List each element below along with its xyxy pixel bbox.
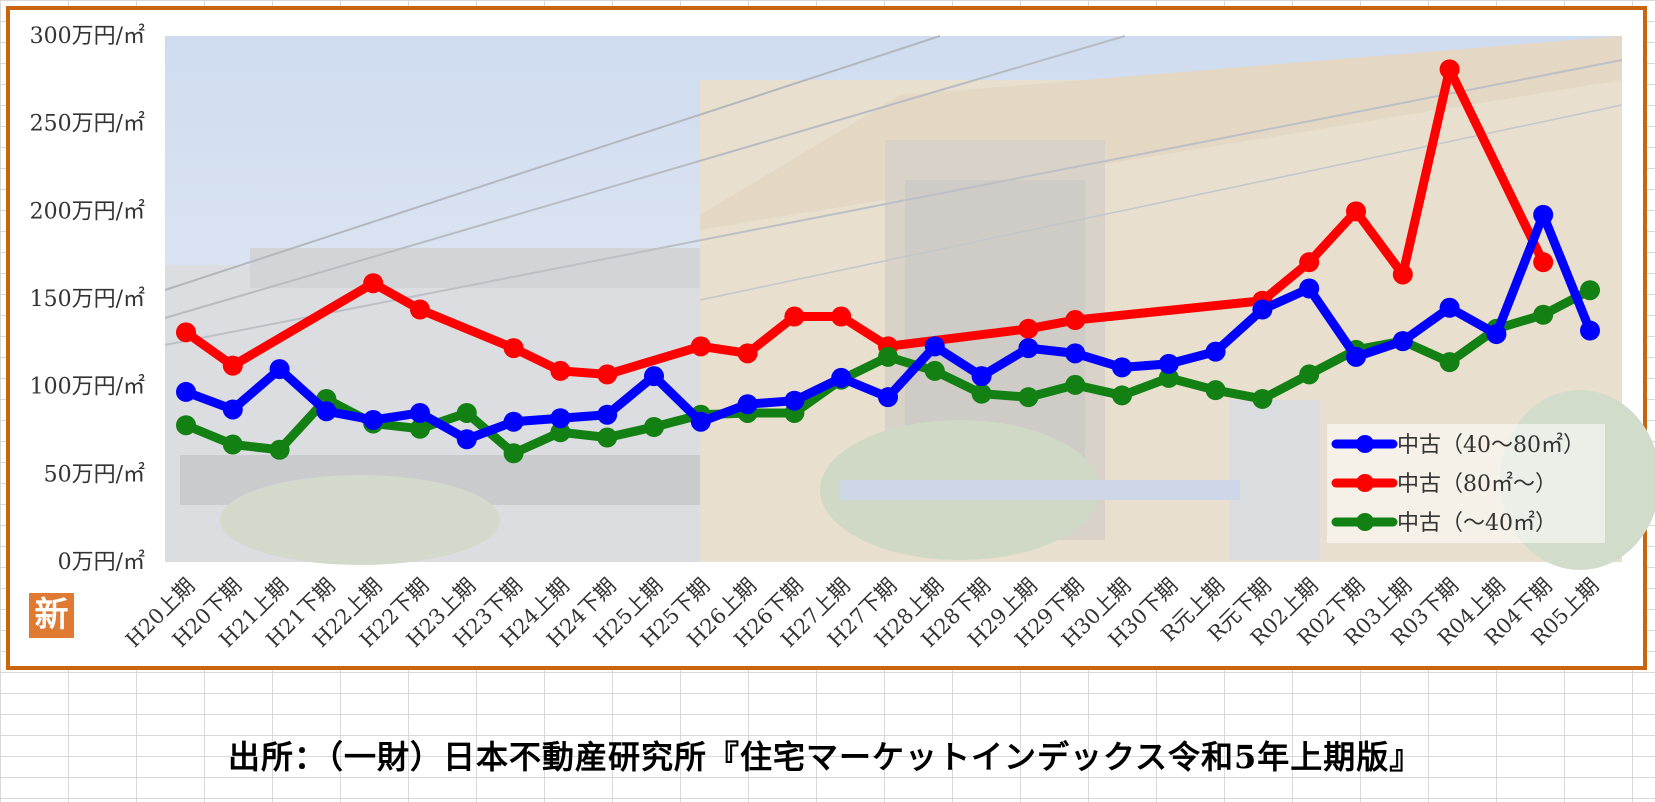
data-point <box>1018 318 1039 339</box>
data-point <box>597 427 618 448</box>
data-point <box>1018 338 1039 359</box>
data-point <box>1205 341 1226 362</box>
legend: 中古（40～80㎡） 中古（80㎡～） 中古（～40㎡） <box>1327 424 1605 543</box>
data-point <box>1112 357 1132 378</box>
data-point <box>1112 385 1132 406</box>
data-point <box>831 367 852 388</box>
data-point <box>410 402 430 423</box>
data-point <box>1392 331 1413 352</box>
data-point <box>503 338 524 359</box>
data-point <box>1158 367 1179 388</box>
data-point <box>1018 387 1039 408</box>
data-point <box>550 408 571 429</box>
data-point <box>1065 310 1086 331</box>
data-point <box>410 418 430 439</box>
y-tick-label: 200万円/㎡ <box>30 198 145 224</box>
data-point <box>550 360 571 381</box>
data-point <box>269 359 290 380</box>
data-point <box>176 381 196 402</box>
data-point <box>222 399 243 420</box>
y-tick-label: 0万円/㎡ <box>58 549 145 575</box>
data-point <box>222 434 243 455</box>
data-point <box>1065 343 1086 364</box>
legend-marker <box>1356 435 1374 453</box>
data-point <box>1392 264 1413 285</box>
series-line <box>181 64 1548 379</box>
data-point <box>503 411 524 432</box>
data-point <box>363 409 384 430</box>
x-axis: H20上期H20下期H21上期H21下期H22上期H22下期H23上期H23下期… <box>121 574 1604 653</box>
data-point <box>269 439 290 460</box>
data-point <box>1533 252 1554 273</box>
data-point <box>1252 299 1273 320</box>
y-tick-label: 300万円/㎡ <box>30 23 145 49</box>
data-point <box>176 415 196 436</box>
data-point <box>1439 352 1460 373</box>
legend-marker <box>1356 513 1374 531</box>
data-point <box>1346 346 1366 367</box>
data-point <box>176 322 196 343</box>
data-point <box>597 404 618 425</box>
data-point <box>924 336 945 357</box>
y-tick-label: 150万円/㎡ <box>30 286 145 312</box>
data-point <box>878 387 898 408</box>
y-axis: 0万円/㎡ 50万円/㎡ 100万円/㎡ 150万円/㎡ 200万円/㎡ 250万円/㎡ 3… <box>30 23 145 575</box>
data-point <box>222 355 243 376</box>
data-point <box>971 383 992 404</box>
data-point <box>1580 280 1600 301</box>
data-point <box>644 416 664 437</box>
data-point <box>1299 364 1320 385</box>
data-point <box>690 336 711 357</box>
data-point <box>1439 59 1460 80</box>
y-tick-label: 100万円/㎡ <box>30 374 145 400</box>
data-point <box>784 306 805 327</box>
data-point <box>924 360 945 381</box>
data-point <box>831 306 852 327</box>
data-point <box>644 366 664 387</box>
data-point <box>316 401 337 422</box>
new-badge: 新 <box>29 593 74 638</box>
legend-marker <box>1356 474 1374 492</box>
legend-label: 中古（～40㎡） <box>1397 510 1557 536</box>
y-tick-label: 250万円/㎡ <box>30 111 145 137</box>
data-point <box>1533 304 1554 325</box>
data-point <box>1346 201 1366 222</box>
data-point <box>1299 252 1320 273</box>
series-layer <box>176 59 1600 464</box>
data-point <box>456 429 477 450</box>
data-point <box>878 346 898 367</box>
data-point <box>1486 324 1507 345</box>
legend-label: 中古（80㎡～） <box>1397 471 1557 497</box>
data-point <box>971 366 992 387</box>
data-point <box>784 390 805 411</box>
data-point <box>1299 278 1320 299</box>
data-point <box>597 364 618 385</box>
data-point <box>737 343 758 364</box>
data-point <box>1252 388 1273 409</box>
data-point <box>1158 353 1179 374</box>
data-point <box>690 411 711 432</box>
data-point <box>456 402 477 423</box>
data-point <box>1533 204 1554 225</box>
data-point <box>1205 380 1226 401</box>
data-point <box>1580 320 1600 341</box>
legend-label: 中古（40～80㎡） <box>1397 432 1585 458</box>
data-point <box>410 299 430 320</box>
data-point <box>1065 374 1086 395</box>
data-point <box>363 273 384 294</box>
data-point <box>503 443 524 464</box>
source-caption: 出所：（一財）日本不動産研究所『住宅マーケットインデックス令和5年上期版』 <box>228 738 1423 776</box>
data-point <box>1439 297 1460 318</box>
data-point <box>550 422 571 443</box>
y-tick-label: 50万円/㎡ <box>44 461 145 487</box>
data-point <box>737 394 758 415</box>
